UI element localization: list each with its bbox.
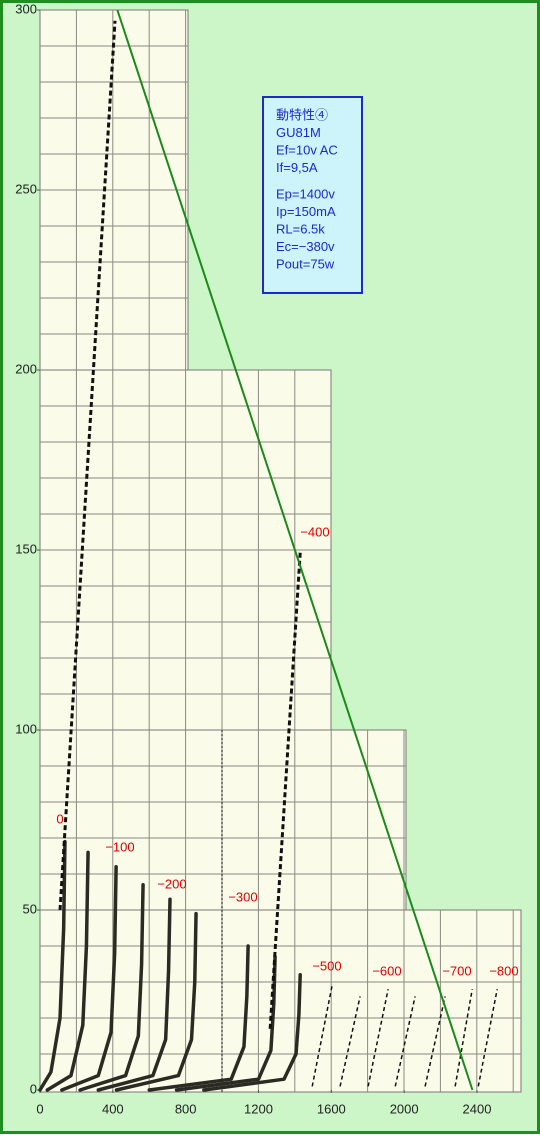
x-tick-label: 800 (175, 1101, 197, 1116)
grid-voltage-label: −500 (312, 958, 341, 973)
x-tick-label: 400 (102, 1101, 124, 1116)
info-text: Pout=75w (276, 256, 335, 271)
plate-curve (147, 944, 250, 1092)
info-box (262, 96, 363, 294)
grid-voltage-label: 0 (56, 811, 63, 826)
plate-curve (114, 911, 198, 1092)
extrapolated-curve (394, 996, 416, 1087)
x-tick-label: 0 (36, 1101, 43, 1116)
plate-curve (60, 865, 118, 1092)
plate-curve (78, 883, 145, 1092)
extrapolated-curve (454, 989, 474, 1087)
extrapolated-curve (339, 996, 361, 1087)
extrapolated-curve (367, 989, 389, 1087)
paper-block (39, 729, 407, 911)
grid-voltage-label: −300 (228, 889, 257, 904)
info-text: Ec=−380v (276, 239, 335, 254)
load-line (116, 9, 474, 1091)
knee-line (58, 20, 117, 911)
grid-voltage-label: −100 (105, 839, 134, 854)
grid-voltage-label: −800 (489, 963, 518, 978)
info-text: Ef=10v AC (276, 142, 338, 157)
info-text: If=9,5A (276, 160, 318, 175)
info-text: Ep=1400v (276, 186, 335, 201)
y-tick-label: 300 (15, 1, 37, 16)
grid-voltage-label: −400 (300, 524, 329, 539)
x-tick-label: 2000 (390, 1101, 419, 1116)
grid-voltage-label: −600 (372, 963, 401, 978)
y-tick-label: 0 (30, 1081, 37, 1096)
plate-curve (45, 850, 90, 1092)
plate-curve (38, 839, 67, 1092)
y-tick-label: 100 (15, 721, 37, 736)
plate-curve (96, 897, 172, 1092)
info-text: RL=6.5k (276, 221, 325, 236)
y-tick-label: 200 (15, 361, 37, 376)
info-text: Ip=150mA (276, 204, 336, 219)
x-tick-label: 1600 (317, 1101, 346, 1116)
grid-voltage-label: −200 (157, 876, 186, 891)
y-tick-label: 150 (15, 541, 37, 556)
info-text: 動特性④ (276, 107, 328, 122)
extrapolated-curve (311, 985, 333, 1087)
x-tick-label: 1200 (244, 1101, 273, 1116)
info-text: GU81M (276, 125, 321, 140)
extrapolated-curve (477, 989, 498, 1087)
plate-curve (202, 973, 302, 1092)
y-tick-label: 50 (23, 901, 37, 916)
grid-voltage-label: −700 (442, 963, 471, 978)
x-tick-label: 2400 (463, 1101, 492, 1116)
extrapolated-curve (424, 996, 446, 1087)
y-tick-label: 250 (15, 181, 37, 196)
